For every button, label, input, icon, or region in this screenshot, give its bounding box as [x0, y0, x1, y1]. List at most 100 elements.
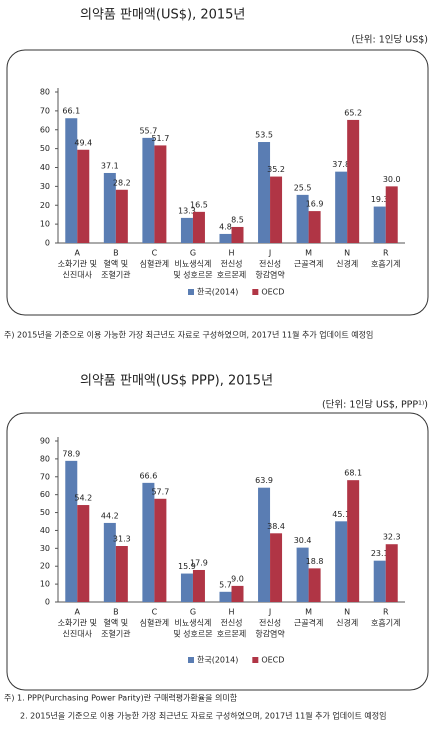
y-tick-label: 70	[40, 472, 50, 481]
y-tick-label: 80	[40, 88, 50, 97]
bar	[154, 145, 167, 243]
y-tick-label: 60	[40, 490, 50, 499]
x-tick-label: 조혈기관	[101, 270, 131, 280]
value-label: 16.5	[190, 200, 208, 209]
x-tick-label: N	[344, 608, 350, 617]
value-label: 65.2	[344, 108, 362, 117]
x-tick-label: 비뇨생식계	[175, 618, 212, 628]
bar	[347, 480, 360, 602]
value-label: 55.7	[139, 126, 157, 135]
value-label: 30.0	[383, 175, 401, 184]
chart-title: 의약품 판매액(US$ PPP), 2015년	[80, 374, 273, 389]
bar	[115, 546, 128, 602]
x-tick-label: 근골격계	[294, 618, 323, 628]
legend-label: OECD	[261, 656, 284, 665]
y-tick-label: 30	[40, 182, 50, 191]
x-tick-label: 호흡기계	[371, 618, 400, 628]
value-label: 31.3	[113, 535, 131, 544]
unit-label: (단위: 1인당 US$, PPP¹⁾)	[322, 399, 428, 411]
bar	[77, 149, 90, 243]
legend-label: 한국(2014)	[197, 288, 238, 297]
value-label: 38.4	[267, 522, 285, 531]
bar	[103, 172, 116, 243]
bar	[385, 186, 398, 243]
bar	[115, 189, 128, 243]
bar	[385, 544, 398, 602]
x-tick-label: C	[152, 249, 158, 258]
x-tick-label: J	[268, 608, 271, 617]
x-tick-label: N	[344, 249, 350, 258]
y-tick-label: 40	[40, 163, 50, 172]
x-tick-label: 호흡기계	[371, 259, 400, 269]
value-label: 51.7	[151, 134, 169, 143]
value-label: 37.1	[101, 161, 119, 170]
chart-title: 의약품 판매액(US$), 2015년	[80, 8, 245, 23]
x-tick-label: M	[305, 608, 312, 617]
value-label: 78.9	[62, 449, 80, 458]
chart-frame	[6, 412, 429, 691]
x-tick-label: 조혈기관	[101, 629, 131, 639]
y-tick-label: 30	[40, 544, 50, 553]
x-tick-label: 심혈관계	[140, 259, 169, 269]
value-label: 54.2	[74, 494, 92, 503]
x-tick-label: A	[75, 608, 81, 617]
value-label: 18.8	[306, 557, 324, 566]
y-tick-label: 10	[40, 220, 50, 229]
bar	[296, 194, 309, 243]
bar	[270, 533, 283, 602]
legend-swatch	[188, 657, 194, 663]
x-tick-label: B	[113, 249, 119, 258]
value-label: 35.2	[267, 165, 285, 174]
bar	[347, 119, 360, 243]
bar	[142, 137, 155, 243]
bar	[103, 522, 116, 602]
bar	[270, 176, 283, 243]
value-label: 4.8	[219, 222, 232, 231]
x-tick-label: R	[383, 249, 389, 258]
x-tick-label: H	[228, 608, 234, 617]
legend-swatch	[188, 289, 194, 295]
y-tick-label: 0	[45, 239, 50, 248]
value-label: 63.9	[255, 476, 273, 485]
x-tick-label: 근골격계	[294, 259, 323, 269]
x-tick-label: 전신성	[259, 618, 281, 628]
y-tick-label: 20	[40, 201, 50, 210]
x-tick-label: 혈액 및	[104, 618, 129, 628]
x-tick-label: 호르몬제	[217, 630, 246, 639]
bar	[65, 460, 78, 602]
legend-swatch	[252, 657, 259, 663]
bar	[77, 505, 90, 602]
bar	[180, 217, 193, 243]
legend-swatch	[252, 289, 259, 295]
x-tick-label: 및 성호르몬	[173, 270, 212, 280]
x-tick-label: 및 성호르몬	[173, 629, 212, 639]
x-tick-label: G	[190, 608, 196, 617]
value-label: 66.1	[62, 107, 80, 116]
bar	[335, 171, 348, 243]
unit-label: (단위: 1인당 US$)	[351, 34, 428, 46]
y-tick-label: 50	[40, 508, 50, 517]
y-tick-label: 60	[40, 125, 50, 134]
y-tick-label: 70	[40, 106, 50, 115]
x-tick-label: 전신성	[220, 618, 242, 628]
value-label: 49.4	[74, 138, 92, 147]
bar	[180, 573, 193, 602]
value-label: 9.0	[231, 574, 244, 583]
bar	[231, 585, 244, 602]
y-tick-label: 40	[40, 526, 50, 535]
x-tick-label: 신경계	[336, 259, 358, 269]
bar	[192, 569, 205, 602]
bar	[219, 591, 232, 602]
bar	[373, 560, 386, 602]
x-tick-label: 호르몬제	[217, 271, 246, 280]
bar	[296, 547, 309, 602]
x-tick-label: M	[305, 249, 312, 258]
value-label: 15.9	[178, 562, 196, 571]
x-tick-label: 항감염약	[255, 629, 285, 639]
x-tick-label: 소화기관 및	[58, 618, 97, 628]
value-label: 68.1	[344, 469, 362, 478]
value-label: 16.9	[306, 200, 324, 209]
value-label: 32.3	[383, 533, 401, 542]
x-tick-label: R	[383, 608, 389, 617]
